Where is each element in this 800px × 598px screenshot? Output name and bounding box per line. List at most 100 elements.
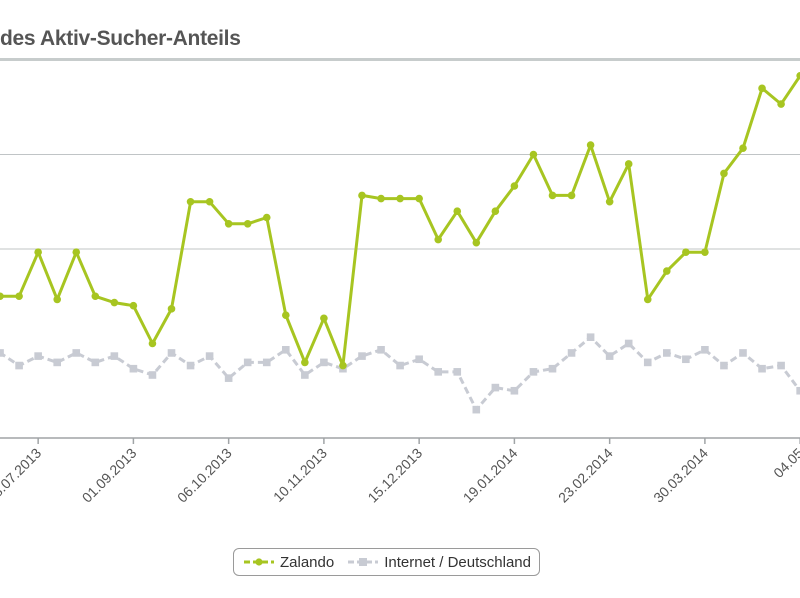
data-point-internet-deutschland [262,358,271,367]
data-point-zalando [758,84,766,93]
data-point-zalando [796,71,800,80]
data-point-internet-deutschland [110,352,119,360]
data-point-internet-deutschland [624,339,633,348]
x-tick-label: 15.12.2013 [364,445,425,506]
data-point-zalando [129,301,138,310]
x-tick-label: 23.02.2014 [555,445,616,506]
data-point-zalando [110,298,119,307]
data-point-internet-deutschland [243,358,252,367]
data-point-zalando [663,267,671,275]
data-point-zalando [739,144,747,152]
data-point-zalando [186,197,195,206]
x-tick-label: 01.09.2013 [79,445,140,506]
data-point-zalando [339,361,347,370]
data-point-zalando [491,207,500,215]
data-point-internet-deutschland [663,349,671,357]
data-point-internet-deutschland [567,349,576,357]
data-point-zalando [205,197,214,206]
data-point-zalando [434,235,443,244]
legend-item-zalando: Zalando [242,554,334,571]
data-point-zalando [529,150,538,159]
data-point-zalando [243,220,252,228]
x-tick-label: 04.05 [770,445,800,481]
data-point-internet-deutschland [15,361,23,370]
x-tick-label: 10.11.2013 [270,445,330,505]
data-point-internet-deutschland [224,374,233,382]
data-point-internet-deutschland [529,368,538,376]
legend-label-zalando: Zalando [280,553,335,571]
legend-item-internet-deutschland: Internet / Deutschland [346,554,531,571]
data-point-zalando [224,220,233,228]
data-point-internet-deutschland [453,368,462,376]
data-point-internet-deutschland [758,364,766,373]
x-tick-label: 28.07.2013 [0,445,44,506]
data-point-internet-deutschland [720,361,728,370]
data-point-internet-deutschland [586,333,595,341]
data-point-internet-deutschland [796,386,800,395]
data-point-zalando [396,194,404,203]
data-point-zalando [167,305,176,313]
legend-label-internet-deutschland: Internet / Deutschland [384,553,531,571]
data-point-internet-deutschland [682,355,690,364]
data-point-internet-deutschland [472,405,481,414]
data-point-zalando [720,169,728,178]
title-divider [0,58,800,61]
data-point-zalando [586,141,595,149]
data-point-zalando [472,238,481,247]
data-point-internet-deutschland [605,352,614,360]
data-point-zalando [0,292,4,301]
data-point-internet-deutschland [548,364,557,373]
data-point-internet-deutschland [0,349,4,357]
data-point-internet-deutschland [701,346,709,354]
data-point-zalando [262,213,271,222]
data-point-internet-deutschland [491,383,500,392]
data-point-zalando [682,248,690,256]
data-point-zalando [91,292,100,301]
data-point-zalando [320,314,328,323]
x-tick-label: 06.10.2013 [174,445,235,506]
x-tick-label: 30.03.2014 [650,445,711,506]
data-point-zalando [358,191,366,200]
data-point-zalando [377,194,385,203]
data-point-internet-deutschland [320,358,328,367]
data-point-zalando [567,191,576,200]
data-point-internet-deutschland [301,371,309,379]
data-point-zalando [53,295,61,304]
data-point-zalando [777,100,785,108]
chart-legend: Zalando Internet / Deutschland [233,548,540,576]
data-point-internet-deutschland [415,355,423,364]
data-point-zalando [148,339,157,348]
data-point-internet-deutschland [167,349,176,357]
data-point-zalando [15,292,23,301]
data-point-zalando [34,248,42,256]
x-tick-label: 19.01.2014 [460,445,521,506]
data-point-internet-deutschland [282,346,290,354]
data-point-internet-deutschland [510,386,519,395]
data-point-internet-deutschland [186,361,195,370]
data-point-zalando [605,197,614,206]
series-line-zalando [0,74,800,368]
data-point-internet-deutschland [739,349,747,357]
data-point-internet-deutschland [377,346,385,354]
data-point-internet-deutschland [129,364,138,373]
data-point-zalando [72,248,81,256]
data-point-internet-deutschland [91,358,100,367]
data-point-internet-deutschland [396,361,404,370]
data-point-internet-deutschland [777,361,785,370]
data-point-zalando [301,358,309,367]
data-point-zalando [510,182,519,190]
data-point-internet-deutschland [643,358,652,367]
data-point-internet-deutschland [34,352,42,360]
data-point-internet-deutschland [148,371,157,379]
data-point-zalando [453,207,462,215]
data-point-zalando [415,194,423,203]
data-point-internet-deutschland [205,352,214,360]
data-point-zalando [643,295,652,304]
data-point-internet-deutschland [72,349,81,357]
legend-circle-marker-icon [244,558,274,566]
chart-title: des Aktiv-Sucher-Anteils [0,27,241,50]
data-point-zalando [701,248,709,256]
series-line-internet-deutschland [0,335,800,412]
legend-square-marker-icon [348,558,379,566]
